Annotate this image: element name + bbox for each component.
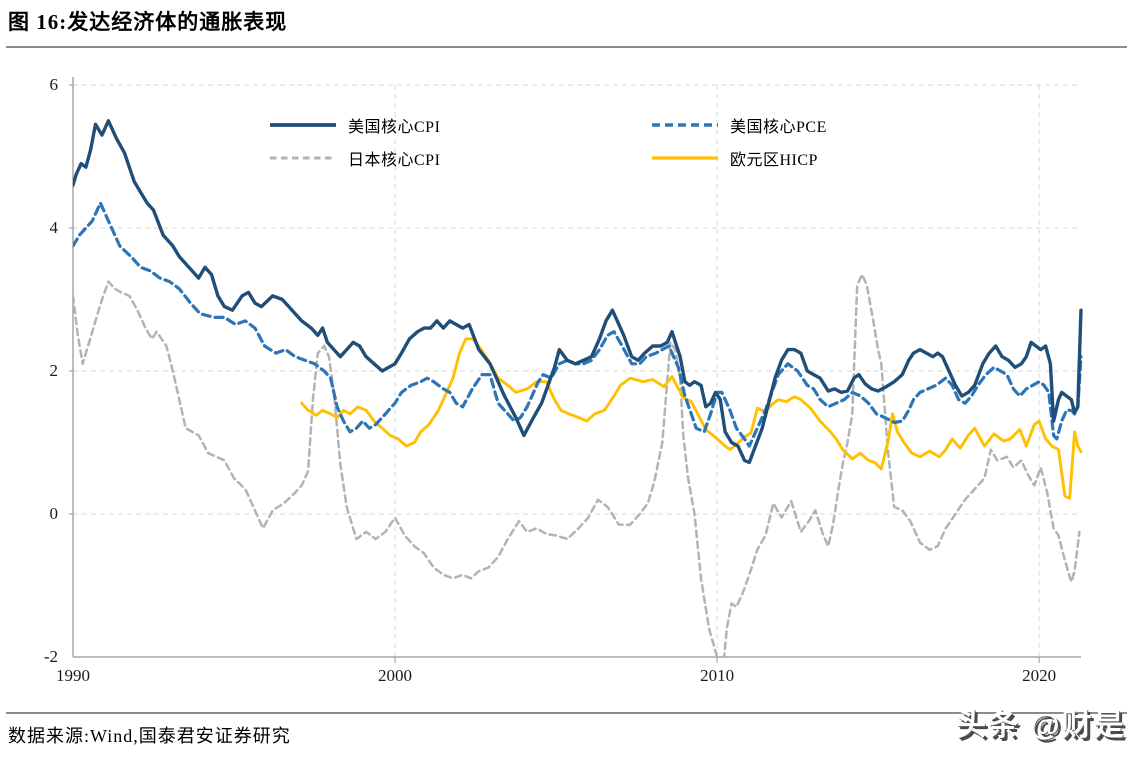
y-axis-tick-label: -2	[43, 647, 58, 666]
series-line-0	[73, 119, 1083, 465]
x-axis-tick-label: 1990	[56, 666, 90, 685]
legend-line-sample	[652, 123, 718, 127]
legend-line-sample	[652, 156, 718, 160]
y-axis-tick-label: 0	[49, 504, 59, 523]
footer-divider	[6, 712, 1127, 714]
legend-label: 欧元区HICP	[730, 152, 818, 169]
series-line-2	[73, 273, 1081, 657]
legend-item-2: 日本核心CPI	[268, 147, 440, 169]
watermark: 头条 @财是	[956, 709, 1126, 742]
series-line-1	[73, 201, 1083, 448]
legend-item-3: 欧元区HICP	[650, 147, 818, 169]
legend-item-0: 美国核心CPI	[268, 114, 440, 136]
x-axis-tick-label: 2010	[700, 666, 735, 685]
legend-label: 美国核心CPI	[348, 119, 441, 136]
legend-line-sample	[270, 156, 336, 160]
title-divider	[6, 46, 1127, 48]
legend-item-1: 美国核心PCE	[650, 114, 827, 136]
y-axis-tick-label: 2	[49, 361, 59, 380]
x-axis-tick-label: 2000	[378, 666, 413, 685]
series-line-3	[300, 337, 1083, 500]
y-axis-tick-label: 6	[49, 75, 59, 94]
y-axis-tick-label: 4	[49, 218, 59, 237]
legend-label: 美国核心PCE	[730, 119, 827, 136]
source-note: 数据来源:Wind,国泰君安证券研究	[8, 726, 291, 746]
figure-title: 图 16:发达经济体的通胀表现	[8, 10, 288, 34]
x-axis-tick-label: 2020	[1022, 666, 1057, 685]
legend-label: 日本核心CPI	[348, 152, 441, 169]
legend-line-sample	[270, 123, 336, 127]
